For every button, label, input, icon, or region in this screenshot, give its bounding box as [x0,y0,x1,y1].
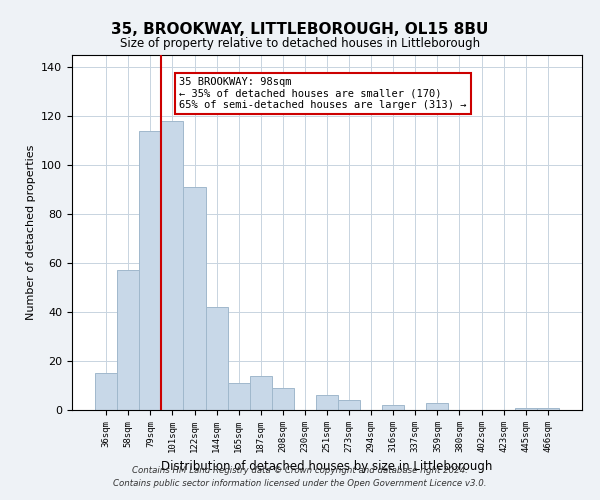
Bar [427,402,448,410]
Text: Size of property relative to detached houses in Littleborough: Size of property relative to detached ho… [120,38,480,51]
Bar [316,396,338,410]
Bar [537,408,559,410]
Bar [184,187,206,410]
Text: 35, BROOKWAY, LITTLEBOROUGH, OL15 8BU: 35, BROOKWAY, LITTLEBOROUGH, OL15 8BU [112,22,488,38]
Text: Contains HM Land Registry data © Crown copyright and database right 2024.
Contai: Contains HM Land Registry data © Crown c… [113,466,487,487]
Bar [227,383,250,410]
Bar [272,388,294,410]
Bar [515,408,537,410]
Text: 35 BROOKWAY: 98sqm
← 35% of detached houses are smaller (170)
65% of semi-detach: 35 BROOKWAY: 98sqm ← 35% of detached hou… [179,77,467,110]
Bar [206,307,227,410]
Bar [338,400,360,410]
Bar [117,270,139,410]
Bar [250,376,272,410]
Bar [139,131,161,410]
Y-axis label: Number of detached properties: Number of detached properties [26,145,35,320]
X-axis label: Distribution of detached houses by size in Littleborough: Distribution of detached houses by size … [161,460,493,473]
Bar [95,374,117,410]
Bar [382,405,404,410]
Bar [161,121,184,410]
